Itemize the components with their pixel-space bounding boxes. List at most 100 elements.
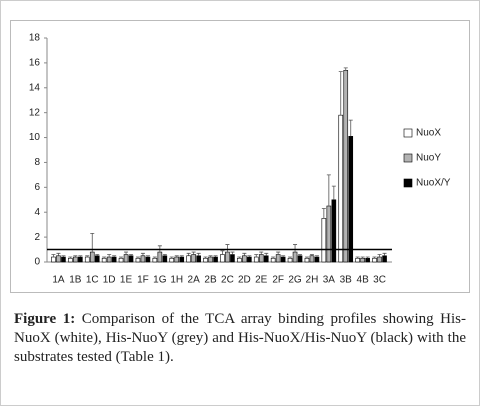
error-bar [377, 254, 382, 258]
error-bar [85, 255, 90, 258]
error-bar [382, 252, 387, 256]
error-bar [321, 208, 326, 219]
x-tick-label: 3C [373, 275, 386, 286]
bar [314, 256, 320, 263]
x-tick-label: 1A [52, 275, 65, 286]
bar [280, 256, 286, 263]
error-bar [298, 254, 303, 256]
error-bar [179, 255, 184, 258]
bar [203, 257, 208, 263]
bar [145, 256, 151, 263]
caption-label: Figure 1: [14, 311, 76, 327]
error-bar [288, 256, 293, 259]
error-bar [372, 256, 377, 259]
bar [242, 255, 247, 263]
error-bar [68, 256, 73, 259]
error-bar [276, 251, 281, 255]
error-bar [162, 254, 167, 256]
bar [225, 251, 230, 263]
bar [118, 257, 124, 263]
error-bar [95, 254, 100, 256]
bar [213, 256, 218, 263]
legend-label: NuoX [416, 128, 441, 139]
error-bar [348, 119, 353, 137]
bar [140, 255, 146, 263]
bar [263, 255, 269, 263]
bar [360, 257, 365, 263]
bar [326, 205, 332, 263]
bar [162, 255, 168, 263]
chart-border [10, 20, 470, 293]
bar [253, 256, 259, 263]
y-tick-label: 8 [34, 157, 40, 168]
x-tick-label: 2G [288, 275, 302, 286]
bar [111, 256, 117, 263]
bar [128, 255, 134, 263]
x-tick-label: 3A [323, 275, 336, 286]
x-tick-label: 2F [272, 275, 284, 286]
bar [372, 257, 377, 263]
error-bar [186, 252, 191, 256]
error-bar [135, 256, 140, 259]
error-bar [191, 251, 196, 255]
bar [230, 254, 235, 263]
y-tick-label: 4 [34, 207, 40, 218]
bar [287, 257, 293, 263]
error-bar [213, 255, 218, 258]
error-bar [196, 252, 201, 256]
error-bar [259, 251, 264, 255]
legend-swatch [403, 128, 413, 138]
error-bar [314, 255, 319, 258]
x-tick-label: 2D [238, 275, 251, 286]
x-tick-label: 1E [120, 275, 133, 286]
y-tick-label: 12 [29, 107, 41, 118]
x-tick-label: 1G [153, 275, 167, 286]
bar [101, 257, 107, 263]
error-bar [220, 250, 225, 255]
error-bar [203, 256, 208, 259]
error-bar [343, 67, 348, 71]
error-bar [331, 185, 336, 200]
x-tick-label: 2A [188, 275, 201, 286]
x-tick-label: 2C [221, 275, 234, 286]
x-tick-label: 1C [86, 275, 99, 286]
bar [61, 256, 66, 263]
error-bar [293, 244, 298, 253]
bar [304, 257, 310, 263]
bar [135, 257, 141, 263]
y-tick-label: 18 [29, 33, 41, 44]
bar [174, 256, 180, 263]
bar [365, 257, 370, 263]
bar [292, 251, 298, 263]
error-bar [360, 256, 365, 259]
error-bar [56, 252, 61, 256]
error-bar [281, 255, 286, 258]
bar [355, 257, 360, 263]
bar [152, 257, 158, 263]
error-bar [355, 256, 360, 259]
x-tick-label: 3B [340, 275, 353, 286]
error-bar [102, 256, 107, 259]
y-tick-label: 6 [34, 182, 40, 193]
x-tick-label: 2B [204, 275, 217, 286]
bar [343, 70, 349, 263]
error-bar [140, 252, 145, 256]
x-tick-label: 1D [103, 275, 116, 286]
bar [297, 255, 303, 263]
error-bar [169, 256, 174, 259]
error-bar [107, 254, 112, 258]
error-bar [309, 254, 314, 256]
bar [123, 254, 129, 263]
error-bar [73, 255, 78, 258]
error-bar [145, 255, 150, 258]
caption-text: Comparison of the TCA array binding prof… [14, 311, 467, 365]
bar [157, 251, 163, 263]
error-bar [119, 256, 124, 259]
x-tick-label: 2H [306, 275, 319, 286]
error-bar [365, 256, 370, 259]
bar [68, 257, 73, 263]
x-tick-label: 1H [170, 275, 183, 286]
error-bar [326, 174, 331, 206]
y-tick-label: 2 [34, 232, 40, 243]
